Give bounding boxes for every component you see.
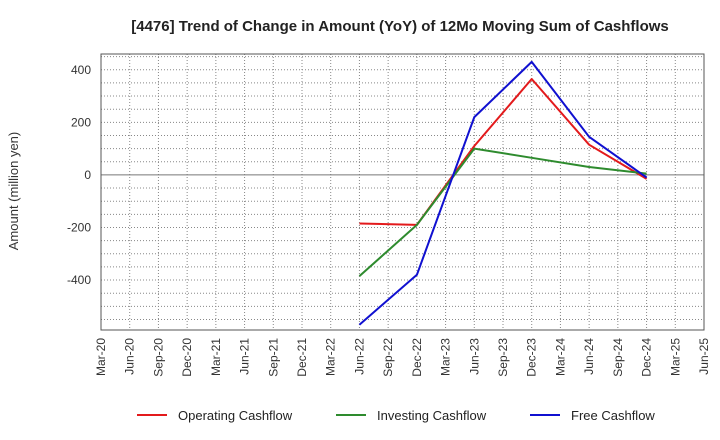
x-tick-label: Sep-22 <box>381 338 395 377</box>
x-tick-labels: Mar-20 Jun-20 Sep-20 Dec-20 Mar-21 Jun-21 Sep-… <box>94 338 711 377</box>
plot-frame <box>100 53 705 331</box>
x-tick-label: Mar-21 <box>209 338 223 376</box>
legend-label: Investing Cashflow <box>377 408 487 423</box>
x-tick-label: Dec-22 <box>410 338 424 377</box>
series-line-investing-cashflow <box>358 147 647 277</box>
legend-label: Operating Cashflow <box>178 408 293 423</box>
series-line-free-cashflow <box>358 60 648 326</box>
x-tick-label: Jun-21 <box>238 338 252 375</box>
y-tick-label: 200 <box>71 115 91 129</box>
chart-title: [4476] Trend of Change in Amount (YoY) o… <box>131 18 669 35</box>
y-tick-labels: 400 200 0 -200 -400 <box>67 63 91 287</box>
x-tick-label: Mar-22 <box>324 338 338 376</box>
x-tick-label: Dec-21 <box>295 338 309 377</box>
x-tick-label: Mar-23 <box>439 338 453 376</box>
x-tick-label: Dec-24 <box>640 338 654 377</box>
x-tick-label: Jun-24 <box>582 338 596 375</box>
x-tick-label: Mar-24 <box>553 338 567 376</box>
x-tick-label: Jun-20 <box>123 338 137 375</box>
x-tick-label: Dec-20 <box>180 338 194 377</box>
y-tick-label: -200 <box>67 220 91 234</box>
grid-lines <box>100 54 705 330</box>
x-tick-label: Mar-25 <box>668 338 682 376</box>
x-tick-label: Sep-20 <box>151 338 165 377</box>
legend: Operating Cashflow Investing Cashflow Free… <box>137 408 655 423</box>
x-tick-label: Sep-23 <box>496 338 510 377</box>
y-tick-label: 0 <box>84 168 91 182</box>
x-tick-label: Dec-23 <box>525 338 539 377</box>
series-group <box>358 60 648 326</box>
x-tick-label: Sep-24 <box>611 338 625 377</box>
x-tick-label: Sep-21 <box>266 338 280 377</box>
y-tick-label: -400 <box>67 273 91 287</box>
x-tick-label: Jun-22 <box>352 338 366 375</box>
x-tick-label: Jun-23 <box>467 338 481 375</box>
y-axis-label: Amount (million yen) <box>6 132 21 251</box>
series-line-operating-cashflow <box>359 78 648 226</box>
legend-label: Free Cashflow <box>571 408 655 423</box>
x-tick-label: Jun-25 <box>697 338 711 375</box>
y-tick-label: 400 <box>71 63 91 77</box>
x-tick-label: Mar-20 <box>94 338 108 376</box>
